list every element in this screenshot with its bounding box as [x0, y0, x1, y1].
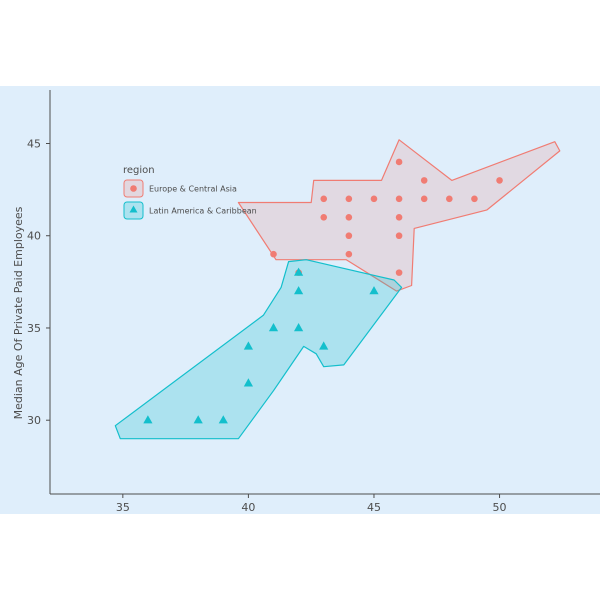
point-europe [395, 232, 403, 240]
point-latam [218, 415, 228, 424]
ticks-layer: 35 40 45 50 30 35 40 45 [27, 137, 507, 514]
legend-label-latam: Latin America & Caribbean [149, 207, 257, 216]
legend: region Europe & Central Asia Latin Ameri… [123, 165, 257, 220]
point-europe [420, 195, 428, 203]
point-europe [345, 195, 353, 203]
point-europe [345, 213, 353, 221]
point-latam [243, 378, 253, 387]
point-europe [320, 213, 328, 221]
point-latam [193, 415, 203, 424]
legend-marker-europe [130, 185, 137, 192]
y-tick-label: 35 [27, 322, 41, 335]
hull-latam [114, 259, 403, 440]
y-axis-title: Median Age Of Private Paid Employees [12, 206, 25, 419]
legend-marker-latam [129, 205, 138, 213]
x-tick-label: 50 [493, 501, 507, 514]
y-tick-label: 40 [27, 230, 41, 243]
point-europe [345, 232, 353, 240]
point-latam [143, 415, 153, 424]
x-tick-label: 35 [116, 501, 130, 514]
point-latam [319, 341, 329, 350]
point-europe [496, 177, 503, 184]
point-europe [270, 250, 277, 258]
point-europe [420, 177, 428, 184]
point-latam [294, 286, 304, 295]
point-latam [243, 341, 253, 350]
legend-label-europe: Europe & Central Asia [149, 185, 237, 194]
point-latam [294, 323, 304, 332]
point-europe [370, 195, 378, 203]
y-tick-label: 30 [27, 414, 41, 427]
point-europe [345, 250, 353, 258]
point-europe [446, 195, 453, 203]
point-europe [395, 213, 403, 221]
x-tick-label: 40 [241, 501, 255, 514]
point-europe [320, 195, 328, 203]
point-latam [369, 286, 379, 295]
point-europe [395, 195, 403, 203]
legend-title: region [123, 165, 155, 176]
point-europe [395, 158, 403, 166]
point-latam [294, 267, 304, 276]
points-layer [143, 158, 503, 424]
x-tick-label: 45 [367, 501, 381, 514]
point-latam [268, 323, 279, 332]
plot-background [0, 86, 600, 514]
y-tick-label: 45 [27, 137, 41, 150]
point-europe [395, 269, 403, 276]
point-europe [471, 195, 478, 203]
